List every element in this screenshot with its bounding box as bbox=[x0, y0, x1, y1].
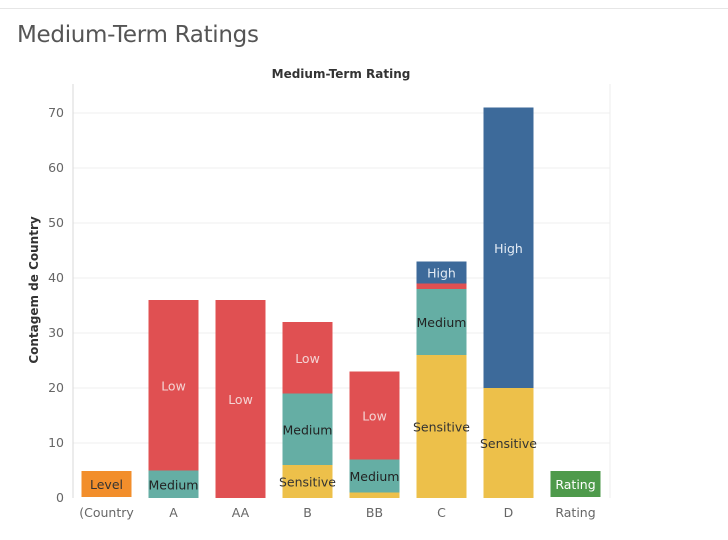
segment-label: High bbox=[427, 266, 456, 281]
bar-segment bbox=[416, 261, 467, 284]
bars bbox=[81, 107, 601, 498]
x-tick-label: B bbox=[303, 505, 312, 520]
bar-segment bbox=[416, 355, 467, 498]
y-tick-label: 10 bbox=[48, 435, 64, 450]
x-tick-label: C bbox=[437, 505, 446, 520]
bar-segment bbox=[349, 459, 400, 493]
bar-segment bbox=[349, 492, 400, 498]
y-axis-title: Contagem de Country bbox=[27, 216, 41, 364]
segment-label: Sensitive bbox=[279, 475, 336, 490]
bar-segment bbox=[282, 465, 333, 498]
bar-segment bbox=[148, 470, 199, 498]
legend-box bbox=[550, 471, 601, 497]
segment-label: Sensitive bbox=[480, 436, 537, 451]
page-title: Medium-Term Ratings bbox=[17, 22, 259, 48]
y-tick-label: 70 bbox=[48, 105, 64, 120]
y-tick-label: 0 bbox=[56, 490, 64, 505]
y-tick-label: 20 bbox=[48, 380, 64, 395]
x-tick-label: A bbox=[169, 505, 178, 520]
segment-label: Low bbox=[161, 378, 186, 393]
x-tick-label: Rating bbox=[555, 505, 595, 520]
legend-box bbox=[81, 471, 132, 497]
segment-label: Medium bbox=[417, 315, 467, 330]
segment-label: Low bbox=[228, 392, 253, 407]
bar-segment bbox=[215, 300, 266, 498]
bar-segment bbox=[416, 283, 467, 289]
y-tick-label: 40 bbox=[48, 270, 64, 285]
segment-label: High bbox=[494, 241, 523, 256]
x-tick-label: (Country bbox=[79, 505, 134, 520]
legend-box-label: Rating bbox=[555, 477, 595, 492]
bar-segment bbox=[483, 107, 534, 388]
x-tick-label: AA bbox=[232, 505, 250, 520]
bar-segment bbox=[282, 393, 333, 465]
segment-label: Sensitive bbox=[413, 420, 470, 435]
segment-label: Medium bbox=[149, 477, 199, 492]
bar-segment bbox=[148, 300, 199, 471]
x-tick-label: D bbox=[504, 505, 514, 520]
y-tick-label: 30 bbox=[48, 325, 64, 340]
segment-label: Low bbox=[362, 409, 387, 424]
bar-segment bbox=[282, 322, 333, 394]
segment-label: Low bbox=[295, 351, 320, 366]
segment-label: Medium bbox=[283, 422, 333, 437]
x-tick-label: BB bbox=[366, 505, 383, 520]
bar-segment bbox=[416, 289, 467, 355]
top-divider bbox=[0, 8, 728, 9]
segment-label: Medium bbox=[350, 469, 400, 484]
segment-labels: Medium Low Low Sensitive Medium Low Medium Low S… bbox=[90, 241, 596, 493]
bar-segment bbox=[483, 388, 534, 498]
y-tick-label: 60 bbox=[48, 160, 64, 175]
chart-title: Medium-Term Rating bbox=[272, 67, 411, 81]
bar-segment bbox=[349, 371, 400, 460]
y-tick-label: 50 bbox=[48, 215, 64, 230]
legend-box-label: Level bbox=[90, 477, 123, 492]
